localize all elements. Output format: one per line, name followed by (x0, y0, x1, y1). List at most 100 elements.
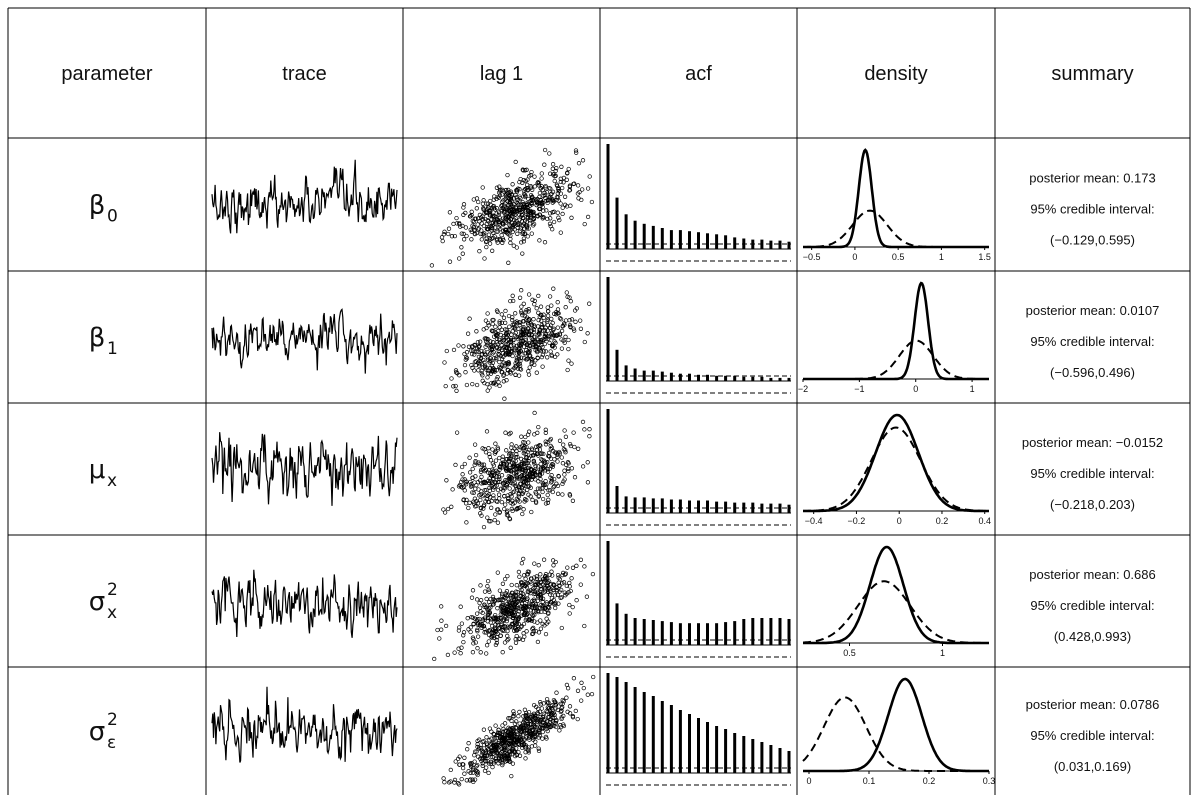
scatter-point (524, 308, 529, 313)
scatter-point (485, 355, 490, 360)
scatter-point (537, 486, 543, 491)
scatter-point (503, 342, 509, 347)
scatter-point (514, 621, 520, 626)
scatter-point (543, 427, 548, 432)
scatter-point (504, 229, 509, 235)
scatter-point (523, 756, 528, 761)
scatter-point (530, 297, 535, 302)
scatter-point (469, 614, 474, 620)
scatter-point (589, 691, 595, 697)
scatter-point (557, 583, 562, 589)
scatter-point (560, 570, 566, 576)
scatter-point (495, 520, 501, 525)
scatter-point (442, 780, 447, 785)
scatter-point (528, 732, 533, 737)
scatter-point (520, 338, 525, 343)
scatter-point (488, 351, 493, 356)
scatter-point (487, 589, 492, 594)
scatter-point (487, 211, 492, 216)
scatter-point (509, 192, 515, 197)
scatter-point (494, 185, 500, 190)
scatter-point (494, 229, 499, 234)
scatter-point (491, 600, 496, 605)
scatter-point (574, 598, 579, 603)
scatter-point (548, 443, 553, 449)
scatter-point (536, 630, 542, 635)
scatter-point (511, 322, 517, 327)
scatter-point (532, 174, 537, 179)
scatter-point (555, 454, 560, 460)
scatter-point (507, 196, 512, 202)
scatter-point (511, 298, 516, 304)
scatter-point (538, 339, 544, 345)
scatter-point (469, 209, 474, 214)
scatter-point (533, 358, 538, 363)
scatter-point (545, 322, 550, 328)
scatter-point (569, 215, 574, 220)
scatter-point (576, 161, 582, 166)
scatter-point (464, 382, 470, 388)
scatter-point (465, 747, 470, 752)
scatter-point (539, 324, 545, 330)
scatter-point (512, 464, 517, 470)
scatter-point (529, 332, 534, 338)
scatter-point (507, 757, 512, 762)
scatter-point (491, 472, 497, 477)
scatter-point (548, 724, 553, 730)
scatter-point (555, 459, 560, 464)
scatter-point (529, 725, 535, 730)
scatter-point (514, 210, 520, 215)
scatter-point (545, 492, 550, 498)
scatter-point (537, 347, 542, 353)
scatter-point (536, 748, 542, 754)
scatter-point (570, 565, 576, 570)
scatter-point (525, 177, 530, 182)
scatter-point (470, 475, 475, 480)
scatter-point (490, 594, 496, 600)
scatter-point (542, 162, 547, 167)
scatter-point (461, 633, 466, 638)
density-tick-label: 0 (806, 776, 811, 786)
scatter-point (492, 627, 498, 632)
scatter-point (535, 332, 540, 337)
scatter-point (510, 726, 515, 731)
scatter-point (441, 232, 447, 237)
scatter-point (505, 638, 510, 643)
scatter-point (513, 372, 518, 377)
scatter-point (468, 214, 473, 219)
lag-scatter (441, 410, 592, 530)
scatter-point (552, 583, 557, 588)
scatter-point (490, 461, 496, 466)
scatter-point (581, 685, 586, 691)
scatter-point (511, 196, 517, 201)
scatter-point (508, 223, 513, 229)
scatter-point (464, 479, 469, 484)
scatter-point (527, 617, 533, 623)
scatter-point (543, 349, 549, 354)
scatter-point (554, 450, 559, 455)
parameter-symbol: σ (89, 587, 105, 617)
scatter-point (463, 482, 469, 487)
scatter-point (539, 318, 544, 323)
scatter-point (452, 650, 457, 655)
scatter-point (520, 745, 525, 751)
scatter-point (504, 612, 510, 617)
scatter-point (571, 326, 576, 331)
scatter-point (545, 355, 550, 360)
scatter-point (503, 345, 508, 350)
scatter-point (478, 609, 483, 614)
scatter-point (503, 227, 509, 232)
scatter-point (502, 721, 508, 726)
scatter-point (472, 342, 477, 348)
scatter-point (549, 343, 555, 349)
scatter-point (482, 630, 487, 635)
scatter-point (515, 188, 520, 193)
scatter-point (532, 713, 538, 718)
scatter-point (470, 466, 475, 472)
scatter-point (452, 233, 458, 239)
scatter-point (486, 612, 491, 618)
scatter-point (502, 617, 507, 622)
scatter-point (480, 373, 485, 378)
scatter-point (546, 619, 551, 624)
